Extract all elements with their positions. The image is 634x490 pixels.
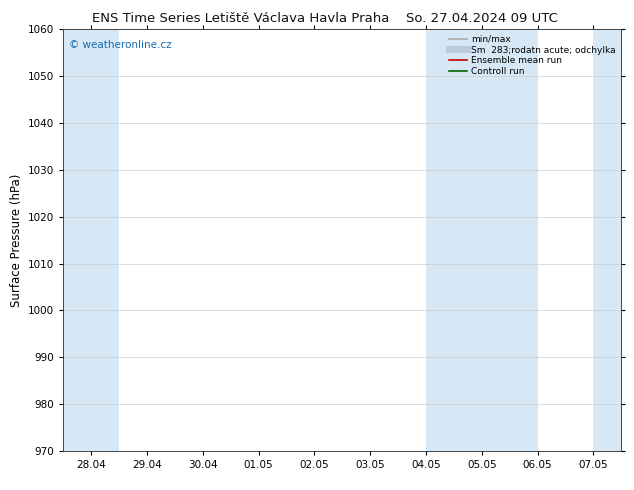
Text: So. 27.04.2024 09 UTC: So. 27.04.2024 09 UTC <box>406 12 558 25</box>
Text: © weatheronline.cz: © weatheronline.cz <box>69 40 172 50</box>
Legend: min/max, Sm  283;rodatn acute; odchylka, Ensemble mean run, Controll run: min/max, Sm 283;rodatn acute; odchylka, … <box>445 31 619 80</box>
Bar <box>63 29 119 451</box>
Text: ENS Time Series Letiště Václava Havla Praha: ENS Time Series Letiště Václava Havla Pr… <box>92 12 390 25</box>
Y-axis label: Surface Pressure (hPa): Surface Pressure (hPa) <box>10 173 23 307</box>
Bar <box>593 29 621 451</box>
Bar <box>426 29 538 451</box>
